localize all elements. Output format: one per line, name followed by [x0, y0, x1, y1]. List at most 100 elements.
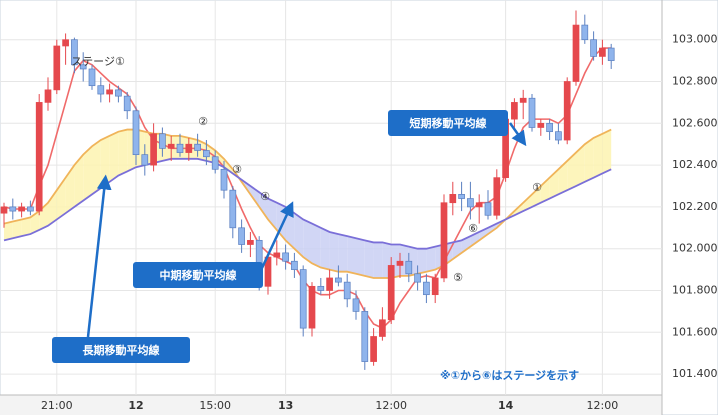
candle-body — [291, 260, 298, 270]
x-tick-label: 12:00 — [375, 399, 407, 412]
ma-fill — [48, 190, 57, 226]
callout-label: 中期移動平均線 — [160, 268, 237, 282]
candle-body — [141, 154, 149, 166]
callout-label: 長期移動平均線 — [83, 343, 160, 357]
candle-body — [9, 206, 17, 212]
candle-body — [115, 89, 122, 97]
x-tick-label: 12:00 — [587, 399, 619, 412]
stage-label: ① — [532, 181, 542, 194]
ma-fill — [21, 217, 31, 237]
callout-arrow — [260, 201, 294, 269]
candle-body — [379, 319, 386, 337]
candle-body — [519, 97, 527, 103]
candle-body — [238, 227, 245, 245]
candle-body — [370, 336, 377, 362]
callout-box — [388, 110, 508, 136]
y-tick-label: 101.800 — [672, 284, 718, 297]
candle-body — [62, 39, 69, 47]
stage-label: ③ — [232, 163, 242, 176]
ma-fill — [567, 152, 576, 191]
candle-body — [537, 122, 545, 128]
x-tick-label: 21:00 — [41, 399, 73, 412]
moving-average-line — [3, 128, 612, 279]
candle-body — [106, 89, 113, 95]
candle-body — [405, 260, 413, 275]
ma-fill — [312, 223, 321, 268]
candle-body — [387, 265, 395, 321]
y-tick-label: 102.600 — [672, 116, 718, 129]
candle-body — [326, 277, 333, 291]
candle-body — [18, 206, 25, 212]
candle-body — [44, 89, 52, 103]
ma-fill — [532, 186, 541, 207]
callout-box — [52, 337, 190, 363]
callout-arrow — [86, 174, 112, 338]
ma-fill — [602, 129, 612, 174]
candle-body — [247, 239, 254, 245]
y-tick-label: 102.800 — [672, 75, 718, 88]
ma-fill — [109, 131, 119, 182]
candle-body — [229, 189, 237, 229]
ma-fill — [259, 192, 268, 220]
candle-body — [88, 68, 96, 87]
ma-fill — [12, 219, 22, 239]
ma-fill — [452, 240, 462, 260]
candle-body — [123, 95, 131, 112]
y-tick-label: 102.200 — [672, 200, 718, 213]
candle-body — [493, 177, 501, 216]
candle-body — [159, 133, 166, 149]
x-tick-label: 15:00 — [199, 399, 231, 412]
ma-fill — [303, 219, 312, 264]
ma-fill — [83, 146, 92, 201]
candle-body — [431, 277, 439, 296]
candle-body — [343, 281, 351, 300]
ma-fill — [461, 236, 471, 253]
candle-body — [352, 298, 360, 312]
candle-body — [167, 143, 175, 149]
ma-fill — [558, 160, 568, 195]
ma-fill — [118, 129, 128, 176]
candle-body — [282, 252, 289, 262]
moving-average-line — [3, 47, 612, 330]
candle-body — [467, 198, 474, 208]
y-tick-label: 101.400 — [672, 367, 718, 380]
candle-body — [27, 206, 34, 212]
ma-fill — [100, 135, 110, 189]
candle-body — [581, 24, 589, 41]
candle-body — [71, 39, 78, 66]
callout-arrow — [508, 122, 527, 147]
candle-body — [396, 260, 404, 266]
candle-body — [440, 202, 448, 279]
candle-body — [590, 39, 597, 57]
y-tick-label: 102.000 — [672, 242, 718, 255]
candle-body — [423, 281, 430, 296]
stage-label: ⑤ — [453, 271, 463, 284]
ma-fill — [338, 234, 348, 272]
stage-label: ④ — [260, 190, 270, 203]
x-axis-band — [0, 395, 662, 415]
candle-body — [220, 168, 228, 191]
ma-fill — [329, 231, 339, 272]
ma-fill — [584, 137, 594, 182]
candle-body — [414, 273, 421, 283]
candle-body — [273, 252, 281, 258]
stage-label: ⑥ — [468, 222, 478, 235]
y-tick-label: 103.000 — [672, 33, 718, 46]
candle-body — [308, 285, 316, 329]
x-tick-label: 13 — [278, 399, 293, 412]
candle-body — [449, 194, 457, 204]
candle-body — [150, 133, 157, 166]
candle-body — [599, 47, 606, 57]
stage-label: ステージ① — [71, 55, 125, 68]
ma-fill — [576, 144, 585, 187]
x-tick-label: 12 — [128, 399, 143, 412]
candle-body — [97, 85, 105, 95]
candle-body — [528, 97, 536, 128]
candle-body — [317, 285, 325, 291]
y-tick-label: 102.400 — [672, 158, 718, 171]
ma-fill — [180, 135, 189, 159]
candle-body — [475, 202, 483, 208]
candle-body — [555, 131, 562, 141]
ma-fill — [171, 135, 180, 159]
